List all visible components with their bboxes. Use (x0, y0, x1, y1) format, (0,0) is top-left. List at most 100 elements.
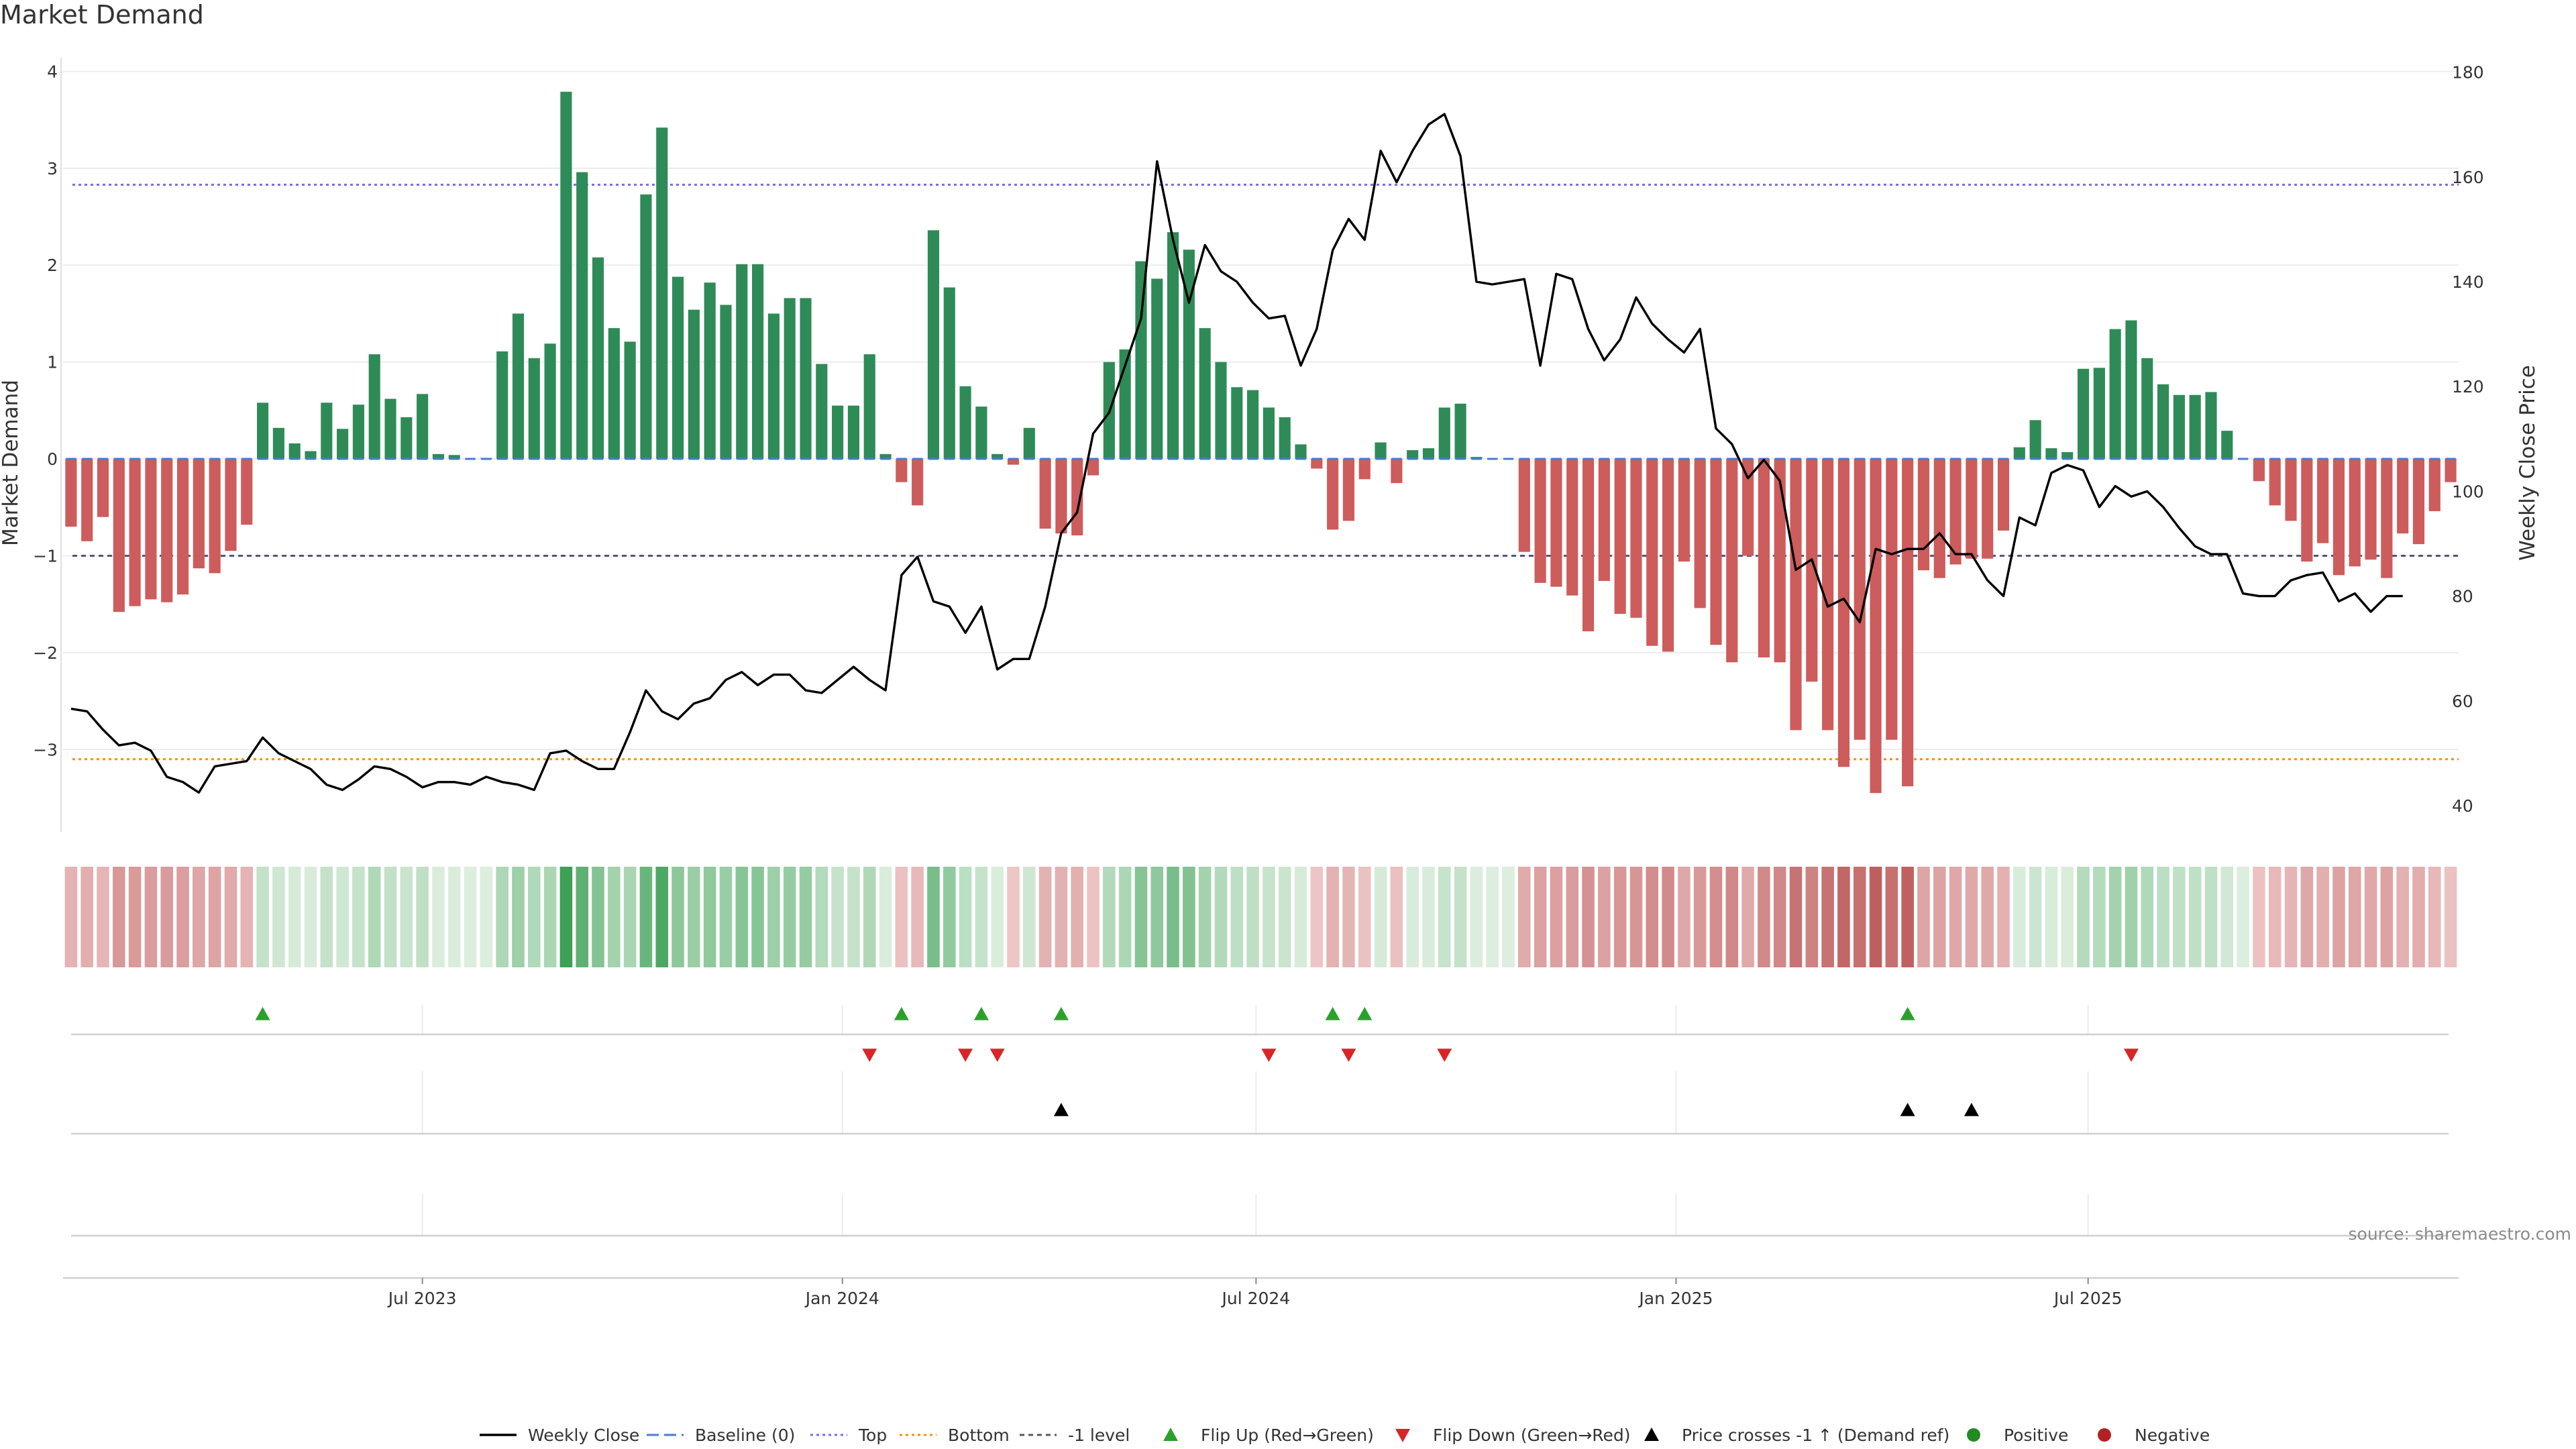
demand-bar (959, 386, 971, 460)
heat-cell (815, 867, 828, 967)
demand-bar (640, 194, 652, 460)
heat-cell (2013, 867, 2026, 967)
legend-swatch-negative (2098, 1428, 2111, 1442)
flip-up-marker (1900, 1007, 1915, 1020)
weekly-close-line (70, 113, 2403, 794)
demand-bar (1726, 459, 1738, 663)
y2-tick-label: 100 (2452, 482, 2484, 501)
demand-bar (1694, 459, 1706, 608)
heat-cell (767, 867, 780, 967)
demand-bar (752, 264, 764, 460)
demand-bar (1183, 250, 1195, 460)
heat-cell (672, 867, 684, 967)
y2-axis-label: Weekly Close Price (2516, 365, 2540, 561)
demand-bar (496, 351, 508, 460)
demand-bar (608, 328, 620, 460)
demand-bar (2349, 459, 2361, 567)
demand-bar (145, 459, 157, 600)
heat-cell (1374, 867, 1387, 967)
heat-cell (2157, 867, 2169, 967)
heat-cell (1406, 867, 1419, 967)
flip-down-marker (1437, 1049, 1452, 1062)
heat-cell (719, 867, 733, 967)
heat-cell (2428, 867, 2441, 967)
demand-bar (2045, 448, 2057, 460)
demand-bar (1199, 328, 1211, 460)
heat-cell (1007, 867, 1020, 967)
y-tick-label: 1 (47, 353, 58, 372)
y-axis-label: Market Demand (0, 380, 23, 546)
demand-bar (2269, 459, 2281, 506)
demand-bar (560, 91, 572, 460)
demand-bar (1598, 459, 1610, 581)
demand-bar (81, 459, 93, 541)
heat-cell (1582, 867, 1595, 967)
heat-cell (1885, 867, 1898, 967)
demand-bar (1151, 278, 1163, 460)
y2-tick-label: 140 (2452, 272, 2484, 292)
demand-bar (576, 172, 588, 460)
flip-down-marker (1341, 1049, 1356, 1062)
heat-cell (2316, 867, 2329, 967)
heat-cell (1725, 867, 1739, 967)
demand-bar (2141, 358, 2153, 460)
demand-bar (800, 298, 812, 460)
heat-cell (384, 867, 397, 967)
heat-cell (352, 867, 365, 967)
demand-bar (1279, 417, 1291, 460)
heat-cell (400, 867, 413, 967)
source-label: source: sharemaestro.com (2349, 1224, 2572, 1244)
heat-cell (1981, 867, 1994, 967)
heat-cell (1949, 867, 1962, 967)
demand-bar (209, 459, 221, 574)
event-markers-panel (63, 1005, 2459, 1279)
demand-bar (1886, 459, 1898, 740)
demand-bar (879, 453, 892, 460)
demand-bar (1007, 459, 1020, 465)
flip-down-marker (2123, 1049, 2139, 1062)
y-tick-label: −1 (33, 546, 58, 566)
y2-tick-label: 40 (2452, 796, 2473, 816)
demand-bar (352, 405, 364, 460)
demand-bar (704, 282, 716, 460)
demand-bar (2317, 459, 2329, 543)
demand-bar (272, 427, 284, 460)
demand-bar (1774, 459, 1786, 663)
heat-cell (496, 867, 508, 967)
heat-cell (1470, 867, 1483, 967)
price-cross-marker (1964, 1103, 1979, 1116)
heat-cell (1933, 867, 1946, 967)
demand-bar (1806, 459, 1818, 682)
heat-cell (831, 867, 844, 967)
heat-cell (1486, 867, 1499, 967)
demand-bar (1215, 362, 1227, 460)
demand-bar (113, 459, 125, 612)
heat-cell (1693, 867, 1707, 967)
demand-bar (1646, 459, 1658, 646)
demand-bar (2332, 459, 2345, 576)
heat-cell (879, 867, 892, 967)
heat-cell (623, 867, 637, 967)
heat-cell (1038, 867, 1052, 967)
heat-cell (1422, 867, 1435, 967)
heat-cell (256, 867, 269, 967)
demand-bar (193, 459, 205, 569)
heat-cell (113, 867, 125, 967)
demand-bar (288, 443, 301, 460)
heat-cell (1438, 867, 1451, 967)
heat-cell (1278, 867, 1291, 967)
demand-bar (672, 276, 684, 460)
price-cross-marker (1900, 1103, 1915, 1116)
heat-cell (447, 867, 461, 967)
demand-bar (2412, 459, 2425, 545)
flip-up-marker (1357, 1007, 1373, 1020)
demand-bar (943, 287, 955, 460)
heat-cell (959, 867, 972, 967)
legend: Weekly Close Baseline (0) Top Bottom -1 leve… (480, 1426, 2210, 1445)
heat-cell (1390, 867, 1403, 967)
heat-cell (272, 867, 285, 967)
demand-bar (1055, 459, 1067, 534)
demand-bar (1407, 450, 1419, 460)
demand-bar (656, 127, 668, 460)
demand-bar (1902, 459, 1914, 787)
